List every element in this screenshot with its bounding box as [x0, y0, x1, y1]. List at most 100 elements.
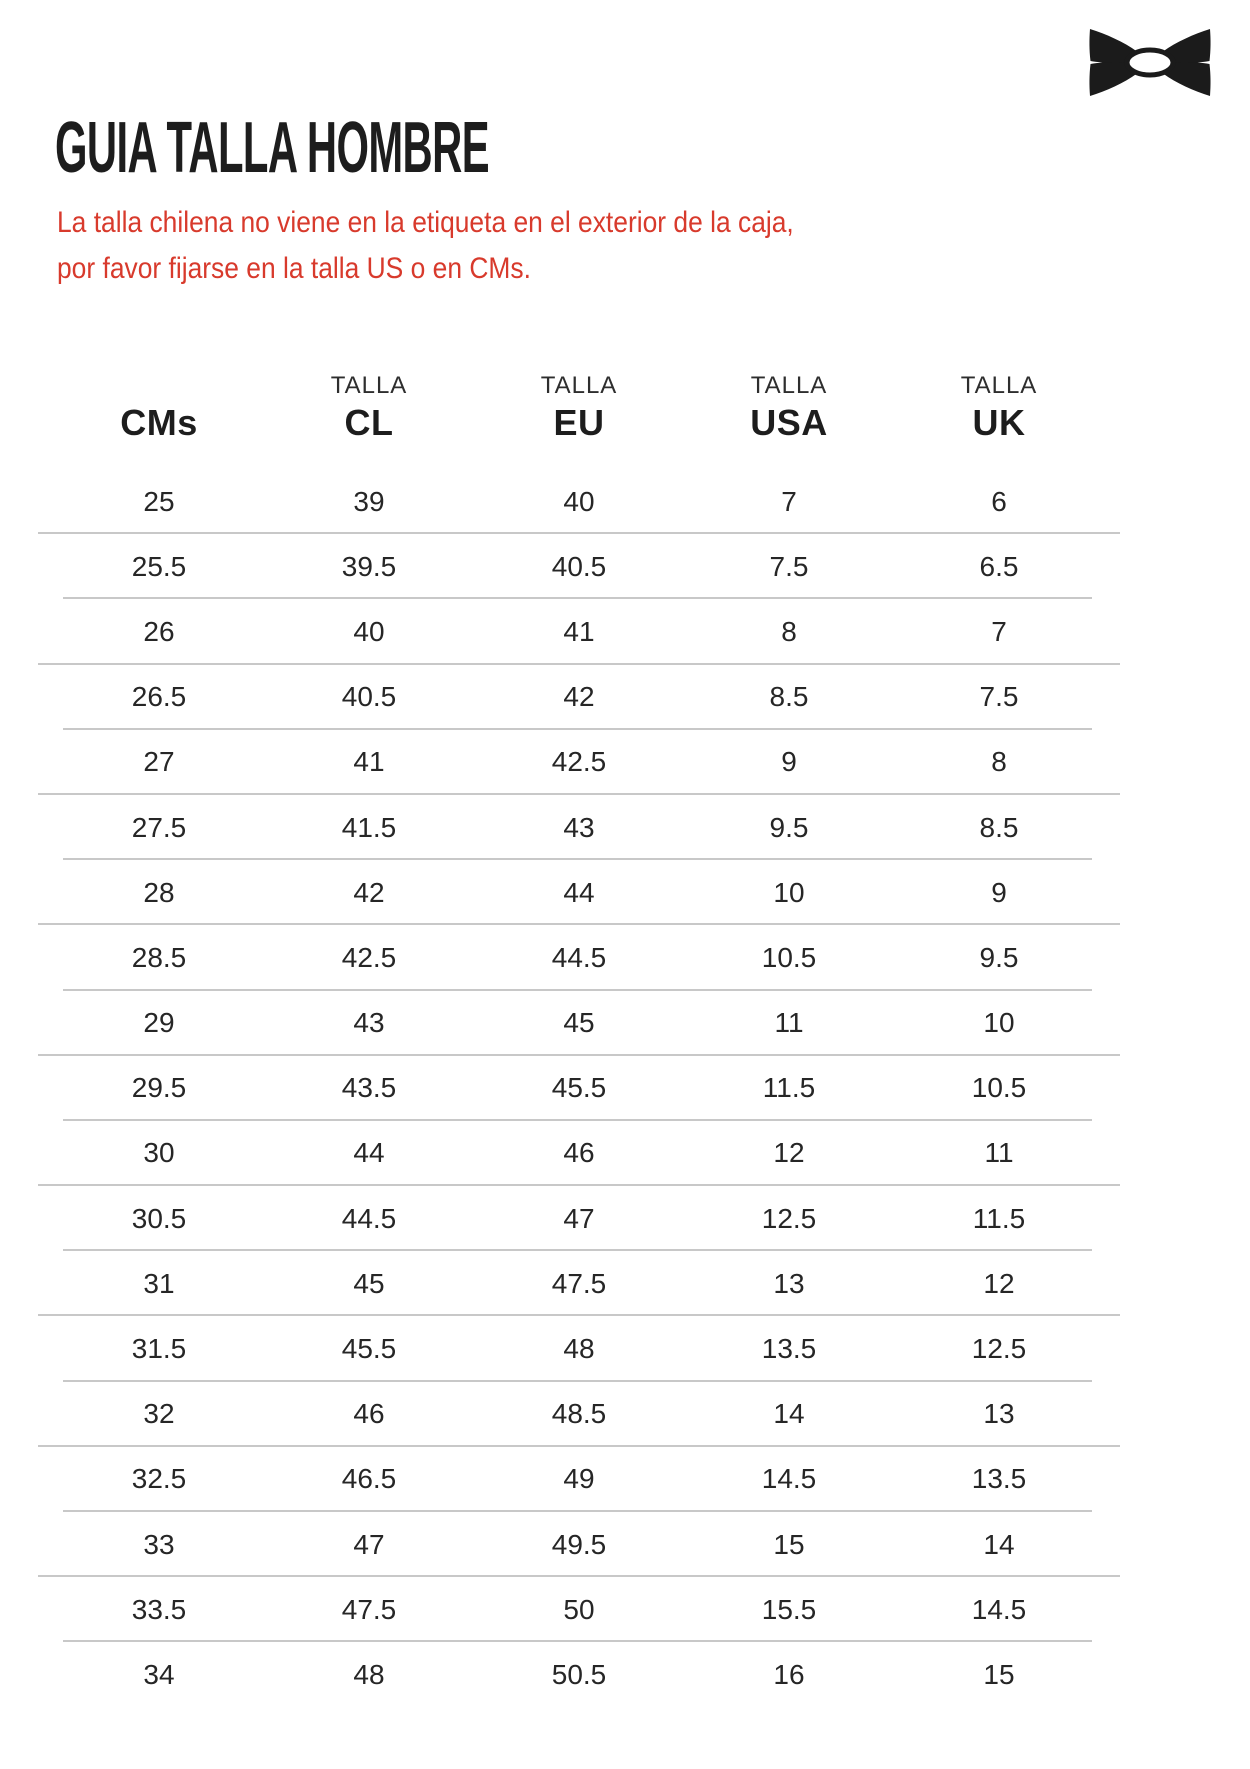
size-cell: 30	[143, 1137, 175, 1169]
size-cell: 7	[781, 485, 797, 517]
size-cell: 40	[563, 485, 595, 517]
size-cell: 29	[143, 1007, 175, 1039]
size-cell: 44.5	[551, 941, 607, 973]
size-cell: 34	[143, 1658, 175, 1690]
table-row: 33 47 49.5 15 14	[0, 1512, 1250, 1578]
row-divider	[63, 858, 1092, 861]
table-row: 27 41 42.5 9 8	[0, 730, 1250, 795]
size-cell: 47	[353, 1528, 385, 1560]
column-header-usa: TALLA USA	[684, 363, 894, 445]
table-row: 31.5 45.5 48 13.5 12.5	[0, 1316, 1250, 1382]
column-header-label: EU	[553, 402, 605, 443]
size-cell: 49	[563, 1463, 595, 1495]
column-header-uk: TALLA UK	[894, 363, 1104, 445]
row-divider	[63, 1379, 1092, 1382]
size-cell: 15.5	[761, 1593, 817, 1625]
row-divider	[63, 1640, 1092, 1643]
row-divider	[38, 792, 1120, 795]
size-cell: 12	[773, 1137, 805, 1169]
size-cell: 13.5	[761, 1333, 817, 1365]
row-divider	[38, 532, 1120, 535]
column-header-label: USA	[750, 402, 828, 443]
size-cell: 48	[563, 1333, 595, 1365]
size-cell: 8	[991, 746, 1007, 778]
under-armour-logo	[1089, 29, 1211, 96]
row-divider	[38, 1575, 1120, 1578]
size-cell: 43	[563, 811, 595, 843]
size-cell: 39	[353, 485, 385, 517]
size-cell: 42	[563, 681, 595, 713]
size-cell: 39.5	[341, 550, 397, 582]
table-row: 33.5 47.5 50 15.5 14.5	[0, 1577, 1250, 1643]
size-cell: 9.5	[769, 811, 809, 843]
table-row: 26.5 40.5 42 8.5 7.5	[0, 665, 1250, 730]
table-row: 34 48 50.5 16 15	[0, 1642, 1250, 1707]
table-row: 29.5 43.5 45.5 11.5 10.5	[0, 1056, 1250, 1121]
size-cell: 50.5	[551, 1658, 607, 1690]
size-cell: 15	[983, 1658, 1015, 1690]
row-divider	[63, 1510, 1092, 1512]
row-divider	[63, 988, 1092, 991]
size-cell: 14.5	[761, 1463, 817, 1495]
size-cell: 42	[353, 876, 385, 908]
table-row: 28 42 44 10 9	[0, 860, 1250, 926]
size-cell: 9.5	[979, 941, 1019, 973]
size-cell: 9	[781, 746, 797, 778]
table-row: 29 43 45 11 10	[0, 991, 1250, 1056]
size-cell: 45	[353, 1267, 385, 1299]
row-divider	[63, 1118, 1092, 1121]
size-cell: 41.5	[341, 811, 397, 843]
size-cell: 8	[781, 615, 797, 647]
size-cell: 45	[563, 1007, 595, 1039]
size-cell: 16	[773, 1658, 805, 1690]
size-cell: 46	[353, 1398, 385, 1430]
table-row: 31 45 47.5 13 12	[0, 1251, 1250, 1317]
size-cell: 47.5	[551, 1267, 607, 1299]
size-cell: 13	[773, 1267, 805, 1299]
column-header-label: CMs	[120, 402, 198, 443]
size-cell: 31	[143, 1267, 175, 1299]
row-divider	[63, 1249, 1092, 1252]
size-cell: 11	[774, 1007, 804, 1039]
table-row: 30.5 44.5 47 12.5 11.5	[0, 1186, 1250, 1252]
table-row: 25 39 40 7 6	[0, 469, 1250, 535]
size-cell: 8.5	[979, 811, 1019, 843]
size-cell: 42.5	[341, 941, 397, 973]
column-header-eu: TALLA EU	[474, 363, 684, 445]
size-cell: 14.5	[971, 1593, 1027, 1625]
column-header-cms: CMs	[54, 363, 264, 445]
size-cell: 10.5	[761, 941, 817, 973]
table-row: 28.5 42.5 44.5 10.5 9.5	[0, 925, 1250, 991]
table-header: CMs TALLA CL TALLA EU TALLA USA TALLA UK	[54, 363, 1104, 445]
row-divider	[63, 597, 1092, 600]
size-cell: 40	[353, 615, 385, 647]
column-header-label: CL	[344, 402, 394, 443]
note-line-1: La talla chilena no viene en la etiqueta…	[57, 206, 794, 239]
row-divider	[38, 1444, 1120, 1447]
size-cell: 40.5	[551, 550, 607, 582]
row-divider	[38, 1314, 1120, 1317]
size-cell: 11	[984, 1137, 1014, 1169]
column-header-cl: TALLA CL	[264, 363, 474, 445]
size-cell: 13	[983, 1398, 1015, 1430]
size-cell: 13.5	[971, 1463, 1027, 1495]
size-cell: 45.5	[551, 1072, 607, 1104]
table-row: 32 46 48.5 14 13	[0, 1382, 1250, 1447]
column-header-top: TALLA	[960, 372, 1038, 399]
size-cell: 6.5	[979, 550, 1019, 582]
size-cell: 27.5	[131, 811, 187, 843]
size-cell: 33	[143, 1528, 175, 1560]
size-cell: 32.5	[131, 1463, 187, 1495]
size-cell: 15	[773, 1528, 805, 1560]
row-divider	[38, 1184, 1120, 1187]
size-table-body: 25 39 40 7 6 25.5 39.5 40.5 7.5 6.5 26 40 41 8 7 26.5 40…	[0, 469, 1250, 1708]
size-cell: 11.5	[762, 1072, 816, 1104]
size-cell: 32	[143, 1398, 175, 1430]
size-cell: 10.5	[971, 1072, 1027, 1104]
size-cell: 12.5	[971, 1333, 1027, 1365]
size-cell: 50	[563, 1593, 595, 1625]
column-header-label: UK	[972, 402, 1026, 443]
row-divider	[38, 662, 1120, 665]
row-divider	[38, 923, 1120, 926]
